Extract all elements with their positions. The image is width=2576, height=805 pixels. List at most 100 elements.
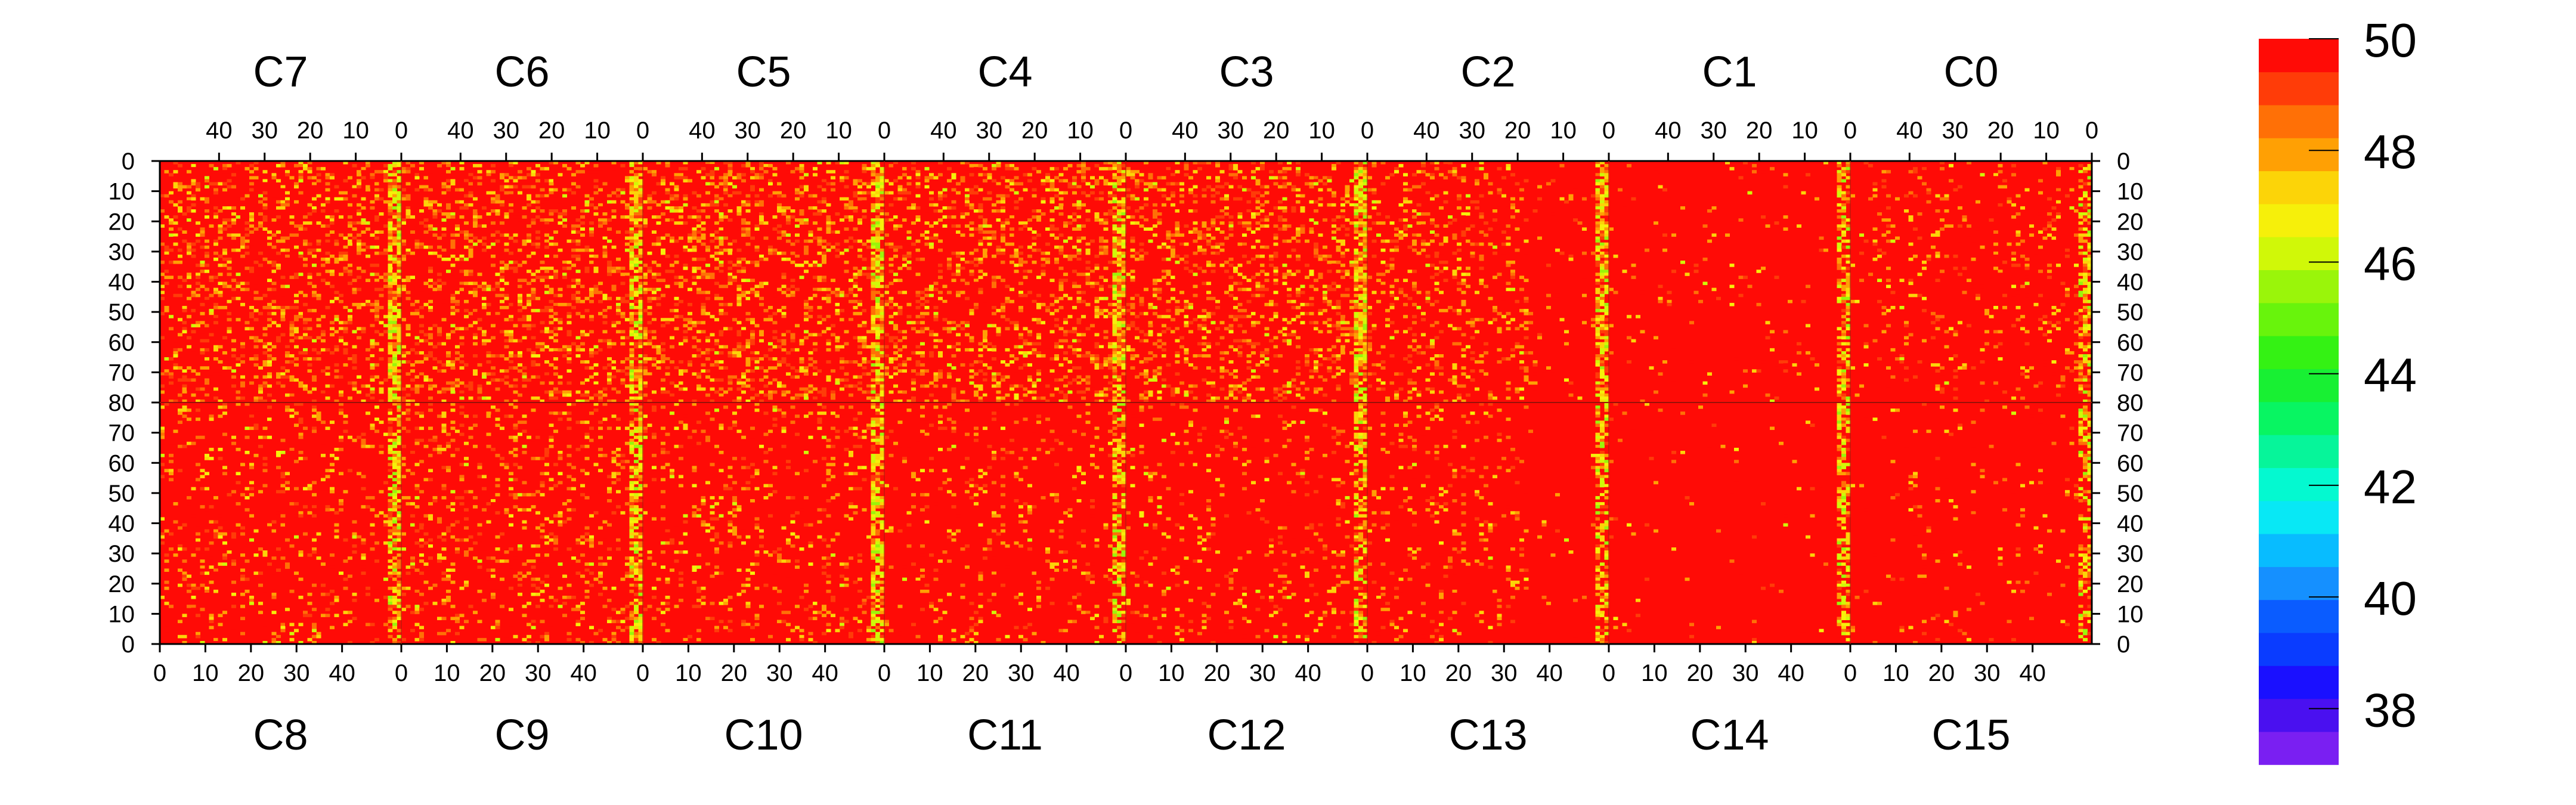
heatmap-cell [723,312,728,315]
heatmap-cell [357,212,361,216]
heatmap-cell [602,239,608,243]
heatmap-cell [428,176,433,179]
heatmap-cell [294,318,299,321]
heatmap-cell [1014,251,1019,255]
heatmap-cell [888,390,894,394]
heatmap-cell [960,321,965,324]
heatmap-cell [772,293,778,298]
heatmap-cell [938,194,943,198]
heatmap-cell [880,176,885,179]
heatmap-cell [589,375,594,379]
heatmap-cell [875,191,880,195]
heatmap-cell [893,179,898,182]
heatmap-cell [450,273,456,276]
heatmap-cell [938,354,943,358]
heatmap-cell [339,258,343,261]
heatmap-cell [518,369,522,373]
heatmap-cell [575,270,581,273]
heatmap-cell [822,179,826,182]
heatmap-cell [736,321,742,324]
heatmap-cell [253,336,259,340]
heatmap-cell [459,393,465,397]
heatmap-cell [352,164,357,168]
heatmap-cell [804,369,809,373]
heatmap-cell [634,324,639,327]
heatmap-cell [437,278,442,282]
heatmap-cell [464,233,469,237]
heatmap-cell [593,185,599,189]
heatmap-cell [558,375,563,379]
heatmap-cell [750,290,755,295]
heatmap-cell [294,293,299,298]
heatmap-cell [361,218,366,222]
heatmap-cell [857,387,862,391]
heatmap-cell [392,206,397,210]
heatmap-cell [795,354,800,358]
heatmap-cell [795,306,800,309]
heatmap-cell [915,194,921,198]
heatmap-cell [531,251,536,255]
heatmap-cell [969,339,974,343]
heatmap-cell [772,264,778,267]
heatmap-cell [482,281,487,286]
heatmap-cell [566,315,572,318]
heatmap-cell [705,179,710,182]
heatmap-cell [897,330,903,334]
heatmap-cell [611,284,617,289]
heatmap-cell [714,296,719,301]
heatmap-cell [822,330,826,334]
heatmap-cell [844,239,849,243]
heatmap-cell [218,372,223,376]
heatmap-cell [719,248,724,252]
heatmap-cell [643,372,648,376]
heatmap-cell [804,302,809,306]
heatmap-cell [777,270,782,273]
heatmap-cell [705,275,710,279]
heatmap-cell [544,233,549,237]
heatmap-cell [629,233,634,237]
heatmap-cell [710,203,715,207]
heatmap-cell [625,203,630,207]
heatmap-cell [799,209,804,213]
heatmap-cell [222,248,227,252]
heatmap-cell [992,164,996,168]
heatmap-cell [643,327,648,330]
heatmap-cell [688,321,692,324]
heatmap-cell [938,296,943,301]
heatmap-cell [187,245,191,249]
heatmap-cell [339,339,343,343]
heatmap-cell [553,248,558,252]
heatmap-cell [182,378,187,382]
heatmap-cell [777,363,782,367]
heatmap-cell [844,318,849,321]
heatmap-cell [875,375,880,379]
heatmap-cell [473,336,478,340]
heatmap-cell [361,170,366,174]
heatmap-cell [196,309,200,312]
heatmap-cell [701,363,706,367]
heatmap-cell [571,293,576,298]
heatmap-cell [817,236,822,240]
heatmap-cell [383,176,388,179]
heatmap-cell [723,161,728,165]
heatmap-cell [464,258,469,261]
heatmap-cell [271,264,277,267]
heatmap-cell [808,230,813,234]
heatmap-cell [880,191,885,195]
heatmap-cell [562,176,567,179]
heatmap-cell [298,227,304,231]
heatmap-cell [947,372,952,376]
heatmap-cell [634,258,639,261]
heatmap-cell [397,215,402,219]
heatmap-cell [629,200,634,204]
heatmap-cell [629,278,634,282]
heatmap-cell [262,333,268,337]
heatmap-cell [813,287,818,292]
heatmap-cell [227,173,232,177]
heatmap-cell [584,387,590,391]
heatmap-cell [906,206,912,210]
heatmap-cell [397,233,402,237]
heatmap-cell [607,375,612,379]
heatmap-cell [929,293,934,298]
heatmap-cell [531,396,536,400]
